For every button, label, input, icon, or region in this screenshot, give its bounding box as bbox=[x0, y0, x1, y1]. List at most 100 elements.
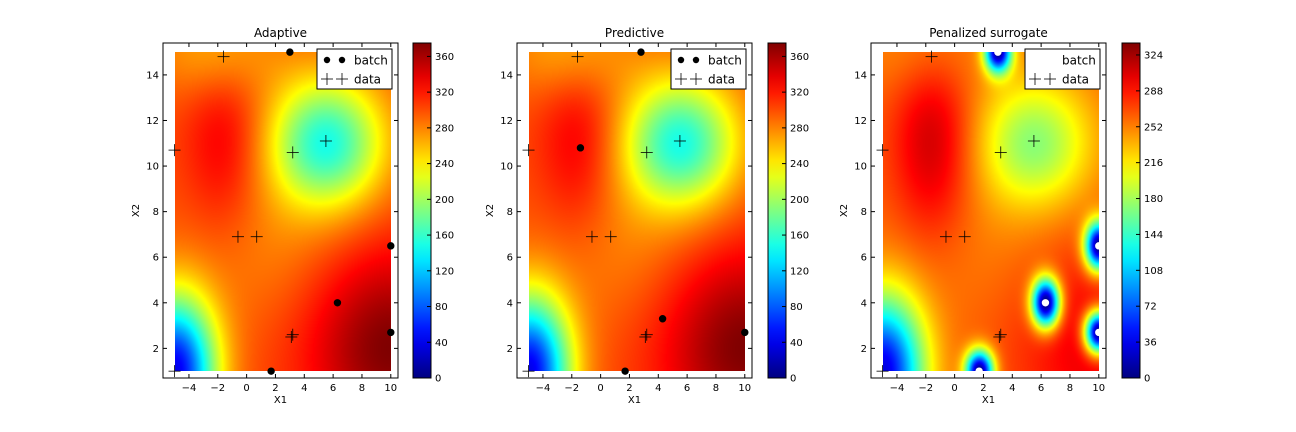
y-tick-label: 10 bbox=[500, 162, 513, 173]
chart-title: Penalized surrogate bbox=[929, 26, 1048, 40]
y-tick-label: 14 bbox=[500, 70, 513, 81]
y-tick-label: 2 bbox=[861, 344, 867, 355]
legend-label: batch bbox=[354, 54, 388, 68]
y-tick-label: 4 bbox=[507, 298, 513, 309]
batch-point bbox=[286, 48, 294, 56]
x-axis-label: X1 bbox=[628, 395, 641, 406]
data-point bbox=[319, 134, 332, 147]
batch-point bbox=[387, 242, 395, 250]
legend: batch data bbox=[316, 48, 393, 90]
x-tick-label: −4 bbox=[182, 383, 197, 394]
chart-panel-2: −4 −2 0 2 4 6 8 10 2 4 6 8 10 12 14 Predictive X1 X2 batch… bbox=[485, 26, 809, 406]
colorbar-tick-label: 200 bbox=[790, 195, 809, 206]
y-tick-label: 8 bbox=[153, 207, 159, 218]
x-tick-label: −2 bbox=[210, 383, 225, 394]
y-tick-label: 2 bbox=[153, 344, 159, 355]
legend-box bbox=[1024, 48, 1101, 90]
y-tick-label: 12 bbox=[146, 116, 159, 127]
colorbar-tick-label: 108 bbox=[1144, 266, 1163, 277]
legend-marker-data bbox=[675, 73, 687, 85]
legend-marker-batch bbox=[677, 56, 685, 64]
x-tick-label: 6 bbox=[1038, 383, 1044, 394]
batch-point bbox=[387, 328, 395, 337]
legend-marker-data bbox=[321, 73, 333, 85]
x-tick-label: 4 bbox=[301, 383, 307, 394]
x-tick-label: 10 bbox=[738, 383, 751, 394]
y-tick-label: 10 bbox=[854, 162, 867, 173]
y-tick-label: 4 bbox=[861, 298, 867, 309]
heatmap-surface bbox=[175, 52, 391, 371]
chart-title: Adaptive bbox=[254, 26, 307, 40]
batch-point bbox=[637, 48, 645, 56]
colorbar-tick-label: 144 bbox=[1144, 230, 1163, 241]
colorbar-tick-label: 40 bbox=[790, 338, 803, 349]
data-point bbox=[640, 328, 653, 341]
y-tick-label: 14 bbox=[146, 70, 159, 81]
legend-label: data bbox=[354, 73, 381, 87]
legend-box bbox=[316, 48, 393, 90]
batch-point bbox=[658, 315, 667, 323]
legend-label: batch bbox=[708, 54, 742, 68]
colorbar-tick-label: 180 bbox=[1144, 194, 1163, 205]
data-point bbox=[250, 230, 263, 243]
batch-point bbox=[621, 367, 629, 375]
axes-frame bbox=[516, 42, 753, 379]
colorbar-tick-label: 252 bbox=[1144, 122, 1163, 133]
data-point bbox=[639, 330, 652, 343]
x-tick-label: −4 bbox=[890, 383, 905, 394]
colorbar-tick-label: 160 bbox=[435, 231, 454, 242]
data-point bbox=[571, 50, 584, 63]
colorbar-tick-label: 80 bbox=[435, 302, 448, 313]
axes-frame bbox=[870, 42, 1107, 379]
data-point bbox=[522, 365, 535, 378]
x-tick-label: 10 bbox=[384, 383, 397, 394]
data-point bbox=[876, 144, 889, 157]
data-point bbox=[217, 50, 230, 63]
x-tick-label: 6 bbox=[684, 383, 690, 394]
colorbar: 0 40 80 120 160 200 240 280 320 360 bbox=[412, 42, 454, 385]
data-point bbox=[994, 328, 1007, 341]
legend-marker-data bbox=[1029, 73, 1041, 85]
colorbar-scale bbox=[767, 42, 787, 379]
colorbar-tick-label: 280 bbox=[790, 123, 809, 134]
data-point bbox=[168, 144, 181, 157]
batch-point bbox=[1095, 328, 1103, 337]
data-point bbox=[522, 144, 535, 157]
x-tick-label: 8 bbox=[713, 383, 719, 394]
y-axis-label: X2 bbox=[839, 204, 850, 217]
colorbar-tick-label: 0 bbox=[1144, 374, 1150, 385]
x-tick-label: 8 bbox=[1067, 383, 1073, 394]
x-tick-label: 0 bbox=[597, 383, 603, 394]
legend-marker-data bbox=[1044, 73, 1056, 85]
colorbar-tick-label: 72 bbox=[1144, 302, 1157, 313]
x-tick-label: 8 bbox=[359, 383, 365, 394]
x-tick-label: 4 bbox=[655, 383, 661, 394]
legend: batch data bbox=[670, 48, 747, 90]
x-tick-label: 0 bbox=[243, 383, 249, 394]
data-point bbox=[286, 146, 299, 159]
colorbar-tick-label: 200 bbox=[435, 195, 454, 206]
y-axis-label: X2 bbox=[485, 204, 496, 217]
x-tick-label: −2 bbox=[918, 383, 933, 394]
data-point bbox=[231, 230, 244, 243]
colorbar-tick-label: 120 bbox=[435, 266, 454, 277]
colorbar-tick-label: 0 bbox=[435, 374, 441, 385]
x-tick-label: −4 bbox=[536, 383, 551, 394]
y-tick-label: 14 bbox=[854, 70, 867, 81]
data-point bbox=[168, 365, 181, 378]
batch-point bbox=[576, 144, 585, 152]
x-axis-label: X1 bbox=[982, 395, 995, 406]
colorbar-tick-label: 320 bbox=[435, 88, 454, 99]
legend-marker-batch bbox=[1031, 56, 1039, 64]
y-tick-label: 8 bbox=[507, 207, 513, 218]
legend-marker-batch bbox=[1046, 56, 1054, 64]
data-point bbox=[640, 146, 653, 159]
data-point bbox=[285, 330, 298, 343]
y-tick-label: 8 bbox=[861, 207, 867, 218]
x-tick-label: −2 bbox=[564, 383, 579, 394]
colorbar-tick-label: 280 bbox=[435, 123, 454, 134]
data-point bbox=[925, 50, 938, 63]
y-tick-label: 12 bbox=[500, 116, 513, 127]
batch-point bbox=[741, 328, 749, 337]
